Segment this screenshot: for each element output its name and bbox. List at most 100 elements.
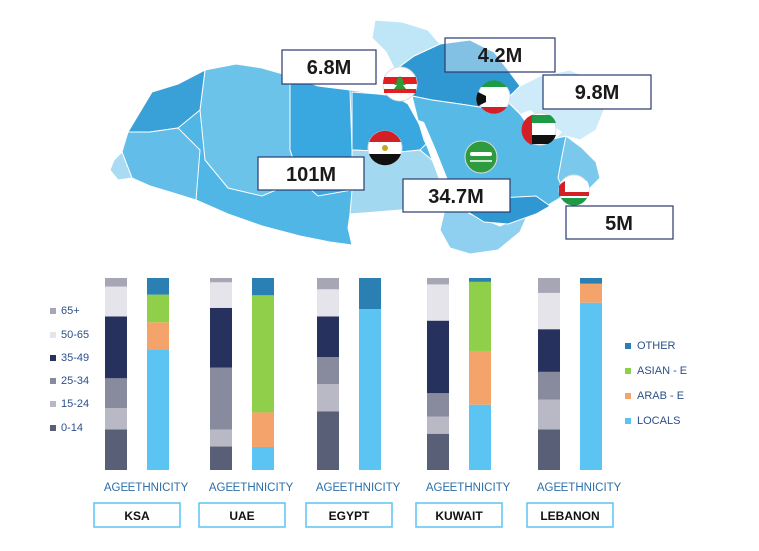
saudi-flag-icon: [464, 140, 498, 174]
uae-population-box: 9.8M: [542, 74, 652, 110]
oman-population-value: 5M: [605, 213, 633, 235]
ethnicity-bar-kuwait-asiane: [469, 281, 491, 351]
lebanon-population-value: 6.8M: [307, 57, 351, 79]
uae-population-value: 9.8M: [575, 82, 619, 104]
ethnicity-axis-label: ETHNICITY: [340, 482, 401, 494]
country-label: KSA: [124, 509, 150, 523]
ethnicity-bar-kuwait-other: [469, 278, 491, 282]
ethnicity-legend-swatch: [625, 343, 631, 349]
lebanon-flag-icon: [382, 66, 418, 102]
age-legend-label: 65+: [61, 305, 80, 317]
age-axis-label: AGE: [209, 482, 234, 494]
ethnicity-legend-label: LOCALS: [637, 415, 680, 427]
ethnicity-axis-label: ETHNICITY: [450, 482, 511, 494]
age-legend-swatch: [50, 355, 56, 361]
age-legend-label: 35-49: [61, 352, 89, 364]
age-bar-ksa-3549: [105, 316, 127, 379]
country-label: EGYPT: [329, 509, 370, 523]
age-bar-ksa-5065: [105, 286, 127, 317]
ethnicity-legend-swatch: [625, 393, 631, 399]
population-callouts: 6.8M 4.2M 9.8M 101M 34.7M 5M: [257, 37, 674, 240]
age-bar-uae-2534: [210, 367, 232, 430]
ethnicity-bar-egypt-locals: [359, 309, 381, 470]
ethnicity-legend-label: ARAB - E: [637, 390, 684, 402]
age-legend-label: 25-34: [61, 375, 89, 387]
age-bar-kuwait-1524: [427, 416, 449, 434]
ksa-population-box: 34.7M: [402, 178, 511, 213]
age-bar-ksa-1524: [105, 408, 127, 430]
age-axis-label: AGE: [426, 482, 451, 494]
ethnicity-bar-uae-other: [252, 278, 274, 296]
country-label-box: [93, 502, 181, 528]
ethnicity-bar-lebanon-other: [580, 278, 602, 284]
age-legend-swatch: [50, 378, 56, 384]
age-bar-uae-3549: [210, 307, 232, 368]
ksa-population-value: 34.7M: [428, 186, 484, 208]
ethnicity-bar-egypt-other: [359, 278, 381, 310]
age-bar-egypt-5065: [317, 289, 339, 317]
age-bar-ksa-65: [105, 278, 127, 287]
ethnicity-bar-ksa-other: [147, 278, 169, 295]
ethnicity-bar-lebanon-locals: [580, 302, 602, 470]
egypt-population-value: 101M: [286, 164, 336, 186]
ethnicity-bar-uae-arabe: [252, 412, 274, 447]
western-sahara-region: [109, 151, 133, 181]
kuwait-population-value: 4.2M: [478, 45, 522, 67]
mauritania-region: [121, 127, 201, 201]
ethnicity-legend-swatch: [625, 418, 631, 424]
age-bar-lebanon-014: [538, 429, 560, 470]
age-legend-swatch: [50, 332, 56, 338]
ethnicity-bar-uae-locals: [252, 446, 274, 470]
ethnicity-legend-swatch: [625, 368, 631, 374]
ethnicity-bar-ksa-asiane: [147, 294, 169, 323]
country-label-box: [526, 502, 614, 528]
ethnicity-bar-uae-asiane: [252, 295, 274, 413]
uae-flag-icon: [521, 112, 557, 146]
country-label: LEBANON: [540, 509, 599, 523]
lebanon-population-box: 6.8M: [281, 49, 377, 85]
country-label-box: [415, 502, 503, 528]
age-legend-label: 50-65: [61, 329, 89, 341]
age-axis-label: AGE: [104, 482, 129, 494]
age-bar-ksa-2534: [105, 378, 127, 409]
age-bar-kuwait-014: [427, 433, 449, 470]
age-bar-egypt-2534: [317, 357, 339, 385]
age-bar-uae-014: [210, 446, 232, 470]
age-bar-lebanon-65: [538, 278, 560, 293]
age-bar-egypt-1524: [317, 384, 339, 412]
country-label: KUWAIT: [435, 509, 483, 523]
ethnicity-axis-label: ETHNICITY: [561, 482, 622, 494]
age-bar-kuwait-3549: [427, 320, 449, 394]
age-bar-kuwait-5065: [427, 284, 449, 321]
age-bar-kuwait-2534: [427, 393, 449, 417]
country-label: UAE: [229, 509, 254, 523]
flag-icons: [367, 66, 590, 206]
age-bar-lebanon-3549: [538, 329, 560, 372]
age-legend-swatch: [50, 425, 56, 431]
age-bar-egypt-014: [317, 411, 339, 470]
ethnicity-axis-label: ETHNICITY: [233, 482, 294, 494]
ethnicity-bar-lebanon-arabe: [580, 283, 602, 303]
age-bar-lebanon-5065: [538, 292, 560, 330]
ethnicity-legend-label: OTHER: [637, 340, 676, 352]
age-bar-uae-65: [210, 278, 232, 283]
country-label-box: [198, 502, 286, 528]
ethnicity-bar-kuwait-locals: [469, 404, 491, 470]
age-bar-ksa-014: [105, 429, 127, 470]
age-bar-kuwait-65: [427, 278, 449, 285]
ethnicity-bar-kuwait-arabe: [469, 350, 491, 405]
kuwait-flag-icon: [476, 80, 511, 114]
age-bar-egypt-3549: [317, 316, 339, 358]
age-bar-uae-5065: [210, 282, 232, 308]
age-legend-swatch: [50, 401, 56, 407]
oman-population-box: 5M: [565, 205, 674, 240]
syria-region: [371, 19, 441, 71]
age-axis-label: AGE: [537, 482, 562, 494]
egypt-flag-icon: [367, 130, 403, 166]
age-bar-lebanon-2534: [538, 371, 560, 400]
age-axis-label: AGE: [316, 482, 341, 494]
ethnicity-legend-label: ASIAN - E: [637, 365, 687, 377]
age-bar-egypt-65: [317, 278, 339, 290]
